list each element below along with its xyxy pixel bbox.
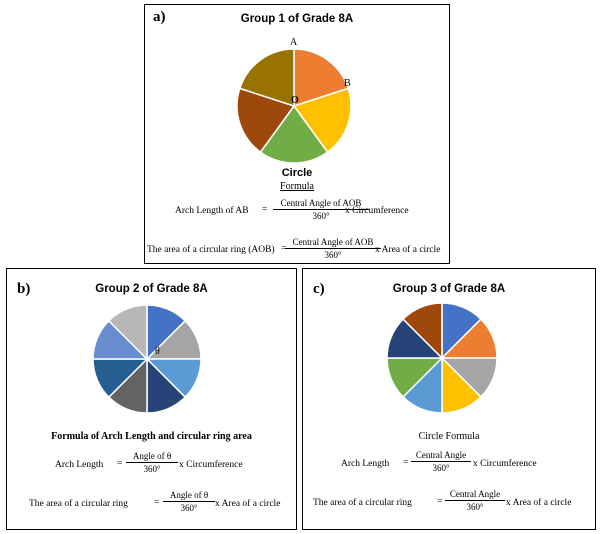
arc-length-fraction: Angle of θ 360° bbox=[126, 451, 178, 474]
theta-label: θ bbox=[155, 346, 160, 357]
ring-area-denominator: 360° bbox=[180, 503, 198, 513]
pie-a-slice-3 bbox=[259, 104, 329, 164]
arc-length-numerator: Central Angle bbox=[411, 450, 471, 462]
arc-length-fraction: Central Angle 360° bbox=[411, 450, 471, 473]
panel-c-title: Group 3 of Grade 8A bbox=[392, 283, 506, 295]
point-a-label: A bbox=[290, 37, 298, 48]
arc-length-rhs: x Circumference bbox=[345, 206, 409, 216]
circle-label: Circle bbox=[281, 167, 313, 179]
arc-length-rhs: x Circumference bbox=[473, 459, 537, 469]
arc-length-lhs: Arch Length bbox=[55, 460, 104, 470]
arc-length-fraction: Central Angle of AOB 360° bbox=[273, 198, 369, 221]
ring-area-fraction: Central Angle 360° bbox=[445, 489, 505, 512]
ring-area-fraction: Angle of θ 360° bbox=[163, 490, 215, 513]
arc-length-rhs: x Circumference bbox=[179, 460, 243, 470]
ring-area-fraction: Central Angle of AOB 360° bbox=[285, 237, 381, 260]
ring-area-equals: = bbox=[437, 497, 443, 507]
pie-a-slice-5 bbox=[238, 48, 295, 108]
ring-area-equals: = bbox=[281, 244, 287, 254]
arc-length-denominator: 360° bbox=[312, 211, 330, 221]
pie-a-slice-2 bbox=[292, 87, 352, 154]
arc-length-denominator: 360° bbox=[143, 464, 161, 474]
ring-area-numerator: Angle of θ bbox=[163, 490, 215, 502]
ring-area-rhs: x Area of a circle bbox=[506, 498, 572, 508]
formula-heading: Circle Formula bbox=[418, 431, 480, 442]
arc-length-numerator: Central Angle of AOB bbox=[273, 198, 369, 210]
panel-a-title: Group 1 of Grade 8A bbox=[240, 13, 354, 25]
formula-heading: Formula of Arch Length and circular ring… bbox=[51, 431, 252, 442]
arc-length-denominator: 360° bbox=[432, 463, 450, 473]
panel-b-title: Group 2 of Grade 8A bbox=[95, 283, 208, 295]
ring-area-numerator: Central Angle of AOB bbox=[285, 237, 381, 249]
pie-chart-group-1 bbox=[236, 48, 352, 164]
arc-length-numerator: Angle of θ bbox=[126, 451, 178, 463]
pie-c-slice-8 bbox=[402, 302, 443, 360]
formula-heading: Formula bbox=[280, 181, 314, 192]
pie-a-slice-4 bbox=[236, 87, 296, 154]
panel-b-label: b) bbox=[17, 281, 31, 297]
ring-area-rhs: x Area of a circle bbox=[215, 499, 281, 509]
point-b-label: B bbox=[344, 78, 351, 89]
pie-chart-group-2 bbox=[92, 304, 202, 414]
arc-length-lhs: Arch Length of AB bbox=[175, 206, 249, 216]
ring-area-numerator: Central Angle bbox=[445, 489, 505, 501]
arc-length-equals: = bbox=[117, 459, 123, 469]
panel-b: b) Group 2 of Grade 8A θ Formula of Arch… bbox=[6, 268, 297, 530]
ring-area-denominator: 360° bbox=[466, 502, 484, 512]
panel-c-label: c) bbox=[313, 281, 325, 297]
pie-a-slice-1 bbox=[293, 48, 350, 108]
arc-length-equals: = bbox=[403, 458, 409, 468]
panel-c: c) Group 3 of Grade 8A Circle Formula Ar… bbox=[302, 268, 596, 530]
ring-area-lhs: The area of a circular ring bbox=[313, 498, 412, 508]
pie-chart-group-3 bbox=[386, 302, 498, 414]
ring-area-denominator: 360° bbox=[324, 250, 342, 260]
ring-area-lhs: The area of a circular ring (AOB) bbox=[147, 245, 275, 255]
point-o-label: O bbox=[291, 95, 299, 106]
panel-a: a) Group 1 of Grade 8A A B O Circle Form… bbox=[144, 4, 450, 264]
arc-length-lhs: Arch Length bbox=[341, 459, 390, 469]
ring-area-lhs: The area of a circular ring bbox=[29, 499, 128, 509]
ring-area-rhs: x Area of a circle bbox=[375, 245, 441, 255]
ring-area-equals: = bbox=[154, 498, 160, 508]
panel-a-label: a) bbox=[153, 9, 166, 25]
arc-length-equals: = bbox=[262, 205, 268, 215]
pie-b-slice-8 bbox=[107, 304, 148, 361]
